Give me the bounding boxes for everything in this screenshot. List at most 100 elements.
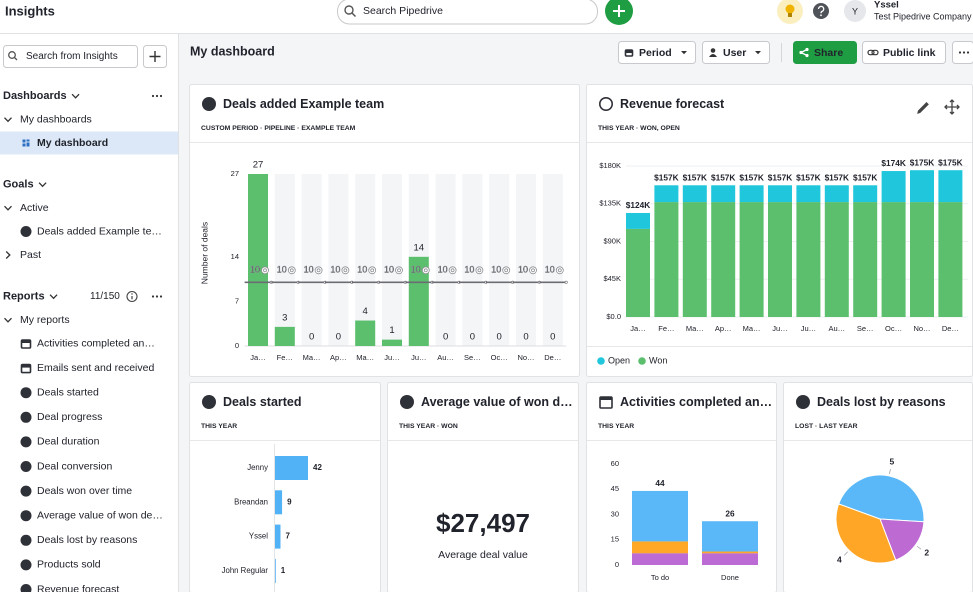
bar-segment[interactable] (626, 228, 650, 317)
chevron[interactable] (4, 205, 12, 211)
sidebar-item[interactable]: Deals added Example te… (37, 225, 162, 237)
bar-segment[interactable] (682, 185, 707, 203)
sidebar-item[interactable]: Emails sent and received (37, 362, 154, 374)
widget-title[interactable]: Deals lost by reasons (817, 395, 946, 409)
widget-title[interactable]: Deals added Example team (223, 97, 384, 111)
bar-segment[interactable] (881, 202, 906, 317)
sidebar-item[interactable]: Deals lost by reasons (37, 534, 137, 546)
total-label: $175K (938, 157, 962, 167)
toolbar-button[interactable] (702, 41, 770, 64)
chevron[interactable] (5, 251, 11, 259)
bar[interactable] (408, 256, 429, 346)
bar-segment[interactable] (824, 185, 849, 203)
toolbar-button[interactable] (618, 41, 696, 64)
chevron[interactable] (4, 117, 12, 123)
chevron[interactable] (4, 317, 12, 323)
legend-swatch[interactable] (597, 357, 605, 365)
help-button[interactable] (813, 3, 829, 19)
bar-segment[interactable] (796, 185, 821, 203)
chevron[interactable] (71, 93, 80, 99)
bar[interactable] (274, 326, 295, 346)
value-label: 0 (550, 332, 555, 343)
bar-segment[interactable] (632, 490, 688, 542)
bar-segment[interactable] (711, 185, 736, 203)
sidebar-item[interactable]: Deals started (37, 386, 99, 398)
bar[interactable] (275, 456, 308, 480)
sidebar-item[interactable]: Deals won over time (37, 485, 132, 497)
global-search[interactable] (337, 0, 598, 25)
bar-segment[interactable] (768, 202, 792, 317)
bar-segment[interactable] (853, 185, 878, 203)
bar-segment[interactable] (702, 551, 758, 554)
bar-segment[interactable] (682, 202, 707, 317)
goal-label: 10 (357, 265, 367, 275)
bar-segment[interactable] (702, 521, 758, 552)
section-title[interactable]: Dashboards (3, 90, 67, 102)
x-tick-label: Oc… (885, 324, 902, 333)
bar-segment[interactable] (910, 170, 934, 203)
legend-label[interactable]: Open (608, 355, 630, 365)
bar-segment[interactable] (910, 202, 934, 317)
more-button[interactable] (952, 41, 973, 64)
bar-segment[interactable] (768, 185, 792, 203)
group-title[interactable]: Active (20, 202, 49, 214)
bar[interactable] (275, 524, 281, 549)
icon (805, 47, 809, 52)
bar-segment[interactable] (632, 553, 688, 565)
bar-segment[interactable] (739, 185, 764, 203)
bar[interactable] (275, 490, 283, 515)
bar-segment[interactable] (824, 202, 849, 317)
group-title[interactable]: My reports (20, 314, 70, 326)
bar[interactable] (355, 320, 376, 346)
section-title[interactable]: Reports (3, 290, 45, 302)
sidebar-item[interactable]: My dashboard (37, 137, 108, 149)
legend-label[interactable]: Won (649, 355, 667, 365)
sidebar-item[interactable]: Average value of won de… (37, 509, 163, 521)
bar[interactable] (382, 339, 402, 346)
section-title[interactable]: Goals (3, 178, 34, 190)
sidebar-item[interactable]: Deal duration (37, 436, 100, 448)
pie-slice[interactable] (835, 503, 897, 564)
bar-segment[interactable] (632, 541, 688, 554)
bar-segment[interactable] (702, 553, 758, 565)
widget-title[interactable]: Activities completed an… (620, 395, 772, 409)
widget-title[interactable]: Revenue forecast (620, 97, 725, 111)
legend-swatch[interactable] (638, 357, 646, 365)
bar-segment[interactable] (654, 202, 679, 317)
widget-subtitle: LOST · LAST YEAR (795, 423, 858, 430)
sidebar-item[interactable]: Deal progress (37, 411, 102, 423)
bar-segment[interactable] (938, 202, 963, 317)
edit-icon[interactable] (917, 102, 929, 114)
sidebar-search[interactable] (3, 45, 138, 68)
group-title[interactable]: Past (20, 249, 41, 261)
chevron[interactable] (49, 294, 58, 300)
bar[interactable] (248, 174, 268, 346)
bar-segment[interactable] (796, 202, 821, 317)
sidebar-item[interactable]: Activities completed an… (37, 337, 155, 349)
bar-segment[interactable] (938, 170, 963, 203)
bar-segment[interactable] (853, 202, 878, 317)
move-icon[interactable] (944, 99, 960, 115)
sidebar-item[interactable]: Products sold (37, 559, 101, 571)
bar-segment[interactable] (881, 171, 906, 203)
widget-subtitle: THIS YEAR · WON (399, 423, 458, 430)
pie-slice[interactable] (879, 518, 925, 561)
bar-segment[interactable] (626, 212, 650, 229)
toolbar-button[interactable] (793, 41, 857, 64)
bar[interactable] (275, 558, 276, 583)
plus-icon (613, 5, 625, 17)
widget-title[interactable]: Deals started (223, 395, 302, 409)
bar-segment[interactable] (711, 202, 736, 317)
chevron[interactable] (38, 182, 47, 188)
pie-slice[interactable] (838, 474, 925, 523)
toolbar-button[interactable] (862, 41, 946, 64)
widget-title[interactable]: Average value of won d… (421, 395, 573, 409)
sidebar-item[interactable]: Revenue forecast (37, 583, 119, 592)
bar-segment[interactable] (654, 185, 679, 203)
goal-label: 10 (250, 265, 260, 275)
avatar[interactable] (844, 0, 866, 22)
bar-segment[interactable] (739, 202, 764, 317)
group-title[interactable]: My dashboards (20, 113, 92, 125)
sidebar-item[interactable]: Deal conversion (37, 460, 112, 472)
